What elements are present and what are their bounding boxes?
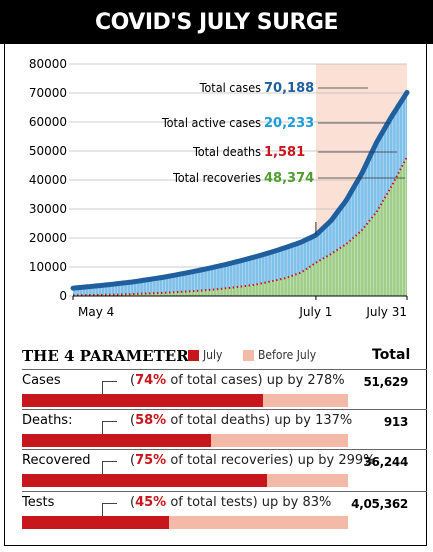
callout-value: 70,188 — [264, 81, 314, 96]
parameter-total: 4,05,362 — [351, 497, 408, 511]
parameter-label: Tests — [22, 495, 55, 510]
parameter-total: 36,244 — [363, 455, 408, 469]
bracket-mark — [102, 503, 117, 516]
legend-before-july: Before July — [243, 348, 316, 362]
desc-rest: of total deaths) up by 137% — [166, 413, 353, 428]
desc-rest: of total cases) up by 278% — [166, 373, 345, 388]
parameter-label: Deaths: — [22, 413, 73, 428]
parameter-label: Recovered — [22, 453, 91, 468]
desc-open: ( — [130, 453, 136, 468]
active-cases-area — [73, 92, 407, 296]
surge-chart: 80000 70000 60000 50000 40000 30000 20000 10000… — [29, 57, 410, 319]
cases-line — [70, 90, 410, 291]
parameter-percent: 45% — [135, 495, 167, 510]
desc-open: ( — [130, 373, 136, 388]
share-bar — [22, 394, 348, 407]
bracket-mark — [102, 461, 117, 474]
x-tick-label: May 4 — [78, 305, 114, 319]
july-share-fill — [22, 516, 169, 529]
legend-july-label: July — [203, 348, 223, 362]
y-tick-label: 30000 — [29, 202, 67, 216]
y-tick-label: 0 — [59, 289, 67, 303]
parameter-percent: 75% — [135, 453, 167, 468]
share-bar — [22, 516, 348, 529]
legend-before-label: Before July — [258, 348, 317, 362]
row-divider — [22, 369, 427, 370]
row-divider — [22, 491, 427, 492]
bracket-mark — [102, 381, 117, 394]
x-tick-label: July 1 — [298, 305, 332, 319]
parameter-percent: 58% — [135, 413, 167, 428]
callout-label: Total deaths — [192, 144, 261, 159]
page-title: COVID'S JULY SURGE — [0, 0, 433, 44]
bracket-mark — [102, 421, 117, 434]
callout-label: Total cases — [199, 80, 261, 95]
y-tick-label: 40000 — [29, 173, 67, 187]
row-divider — [22, 409, 427, 410]
parameter-description: (58% of total deaths) up by 137% — [130, 413, 352, 428]
row-divider — [22, 449, 427, 450]
recoveries-area — [73, 156, 407, 296]
parameter-description: (75% of total recoveries) up by 299% — [130, 453, 376, 468]
callout-label: Total active cases — [161, 115, 261, 130]
july-share-fill — [22, 474, 267, 487]
y-tick-label: 70000 — [29, 86, 67, 100]
callout-value: 1,581 — [264, 145, 305, 160]
callout-value: 20,233 — [264, 116, 314, 131]
legend-july: July — [188, 348, 222, 362]
share-bar — [22, 474, 348, 487]
parameters-title: THE 4 PARAMETERS — [22, 347, 200, 365]
total-header: Total — [372, 347, 411, 363]
desc-rest: of total tests) up by 83% — [166, 495, 332, 510]
frame-border — [4, 44, 427, 546]
y-tick-label: 80000 — [29, 57, 67, 71]
y-tick-label: 50000 — [29, 144, 67, 158]
parameter-total: 51,629 — [363, 375, 408, 389]
callout-label: Total recoveries — [172, 170, 261, 185]
desc-open: ( — [130, 495, 136, 510]
july-share-fill — [22, 434, 212, 447]
july-share-fill — [22, 394, 264, 407]
x-tick-label: July 31 — [365, 305, 407, 319]
share-bar — [22, 434, 348, 447]
callout-value: 48,374 — [264, 171, 314, 186]
y-tick-label: 60000 — [29, 115, 67, 129]
y-tick-label: 20000 — [29, 231, 67, 245]
parameter-description: (45% of total tests) up by 83% — [130, 495, 331, 510]
desc-open: ( — [130, 413, 136, 428]
desc-rest: of total recoveries) up by 299% — [166, 453, 376, 468]
parameter-description: (74% of total cases) up by 278% — [130, 373, 345, 388]
parameter-label: Cases — [22, 373, 61, 388]
y-tick-label: 10000 — [29, 260, 67, 274]
parameter-total: 913 — [383, 415, 408, 429]
legend-july-swatch — [188, 349, 199, 361]
parameter-percent: 74% — [135, 373, 167, 388]
legend-before-swatch — [243, 349, 254, 361]
